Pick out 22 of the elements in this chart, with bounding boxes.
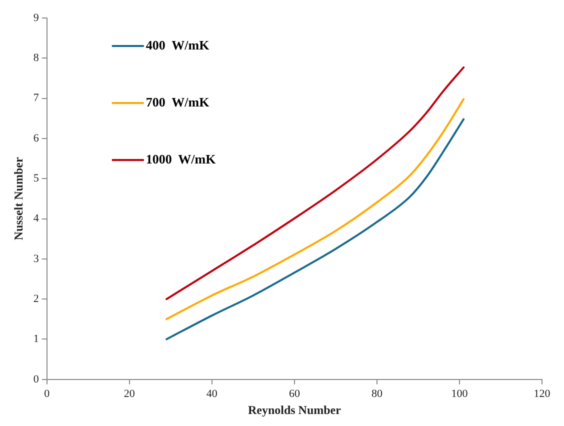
- x-tick-label: 80: [371, 388, 383, 400]
- x-tick-label: 20: [124, 388, 136, 400]
- legend-label: 700 W/mK: [146, 94, 210, 110]
- y-tick-label: 6: [33, 132, 40, 144]
- y-axis-title: Nusselt Number: [11, 156, 26, 240]
- x-tick-label: 40: [206, 388, 218, 400]
- x-tick-label: 120: [534, 388, 551, 400]
- x-axis-title: Reynolds Number: [248, 402, 342, 417]
- legend-label: 400 W/mK: [146, 37, 210, 52]
- x-tick-label: 60: [288, 388, 300, 400]
- y-tick-label: 5: [33, 172, 40, 185]
- y-tick-label: 9: [33, 12, 40, 24]
- x-tick-label: 0: [44, 388, 50, 400]
- y-tick-label: 1: [33, 333, 39, 346]
- x-tick-label: 100: [451, 388, 468, 400]
- legend-label: 1000 W/mK: [146, 151, 217, 166]
- y-tick-label: 8: [33, 52, 40, 64]
- y-tick-label: 2: [33, 292, 39, 305]
- y-tick-label: 7: [33, 92, 40, 104]
- y-tick-label: 0: [33, 373, 40, 386]
- y-tick-label: 4: [33, 212, 40, 225]
- y-tick-label: 3: [33, 252, 40, 265]
